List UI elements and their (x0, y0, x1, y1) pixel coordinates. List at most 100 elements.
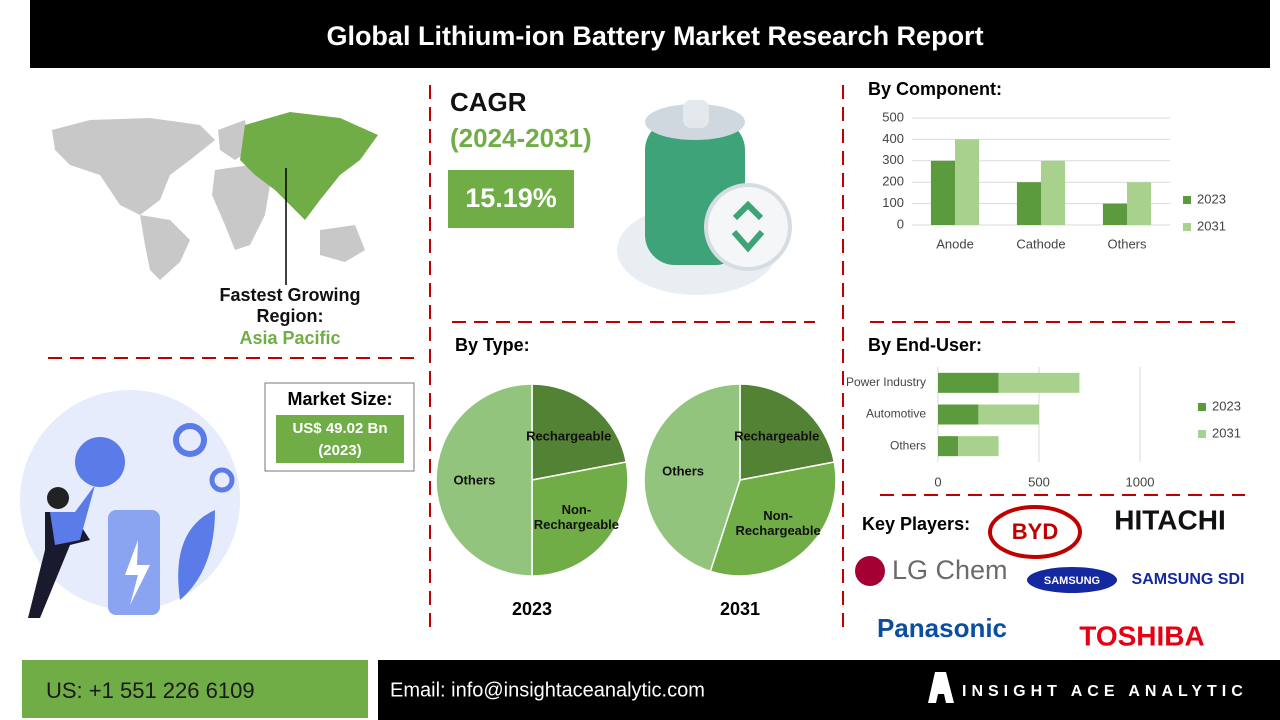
footer-email: Email: info@insightaceanalytic.com (390, 679, 705, 701)
pie-label: Others (453, 472, 496, 488)
y-tick-label: Power Industry (846, 375, 926, 389)
logo-samsung: SAMSUNG (1044, 575, 1100, 587)
pie-label: Non-Rechargeable (735, 508, 821, 539)
pie-slice (531, 383, 628, 481)
x-tick-label: 500 (1028, 474, 1050, 489)
pie-label: Rechargeable (526, 428, 612, 444)
pie-slice (531, 461, 629, 577)
bar (998, 372, 1080, 393)
world-map (52, 118, 365, 280)
chart-title: By Component: (868, 79, 1002, 99)
battery-terminal (683, 100, 709, 128)
bar (1127, 182, 1152, 225)
recycle-circle (75, 437, 125, 487)
header-bar (30, 0, 1270, 68)
legend-label: 2031 (1212, 425, 1241, 440)
legend-swatch (1198, 403, 1206, 411)
x-tick-label: Anode (936, 236, 974, 251)
header-title: Global Lithium-ion Battery Market Resear… (326, 21, 983, 51)
lg-mark (855, 556, 885, 586)
key-players-label: Key Players: (862, 514, 970, 534)
pie-title: 2031 (720, 599, 760, 619)
chart-title: By End-User: (868, 335, 982, 355)
y-tick-label: 100 (882, 195, 904, 210)
pie-label: Non-Rechargeable (533, 501, 619, 532)
battery-illustration (617, 100, 792, 295)
pie-slice (435, 383, 533, 577)
region-value: Asia Pacific (239, 328, 341, 348)
type-section-title: By Type: (455, 335, 530, 355)
y-tick-label: 200 (882, 174, 904, 189)
leaf (178, 510, 215, 600)
bar (958, 436, 999, 457)
footer-phone-box (22, 660, 368, 718)
logo-samsung-sdi: SAMSUNG SDI (1132, 571, 1245, 588)
person-head (47, 487, 69, 509)
bar (1102, 203, 1127, 225)
person-illustration (20, 390, 240, 618)
map-australia (320, 225, 365, 262)
legend-swatch (1183, 223, 1191, 231)
cagr-box (448, 170, 574, 228)
gear (209, 467, 235, 493)
pie-slice (643, 383, 741, 573)
recycle-icon (731, 200, 765, 253)
bar (938, 404, 979, 425)
map-north-america (52, 118, 215, 215)
logo-panasonic: Panasonic (877, 613, 1007, 643)
bar (1016, 182, 1041, 225)
y-tick-label: 0 (897, 216, 904, 231)
recycle-badge (704, 183, 792, 271)
logo-toshiba: TOSHIBA (1079, 620, 1205, 651)
cagr-label: CAGR (450, 87, 527, 117)
bolt (125, 540, 150, 605)
market-size-value: US$ 49.02 Bn (292, 420, 387, 437)
legend-swatch (1183, 196, 1191, 204)
pie-label: Rechargeable (734, 428, 820, 444)
gear (173, 423, 207, 457)
logo-lg: LG Chem (892, 555, 1008, 585)
pie-label: Others (662, 463, 705, 479)
region-label: Fastest Growing Region: (219, 285, 361, 326)
y-tick-label: 400 (882, 131, 904, 146)
logo-hitachi: HITACHI (1114, 504, 1225, 535)
y-tick-label: Automotive (866, 407, 926, 421)
footer-contact-box (378, 660, 1280, 720)
samsung-ellipse (1027, 567, 1117, 593)
legend-swatch (1198, 430, 1206, 438)
bar (930, 160, 955, 225)
logo-byd: BYD (1012, 519, 1058, 544)
legend-label: 2023 (1212, 398, 1241, 413)
footer-brand: INSIGHT ACE ANALYTIC (962, 683, 1248, 700)
x-tick-label: 1000 (1126, 474, 1155, 489)
separators (48, 85, 1245, 628)
pie-slice (739, 383, 836, 481)
y-tick-label: 500 (882, 109, 904, 124)
bar (955, 139, 980, 225)
map-asia-pacific (240, 112, 378, 220)
brand-logo (928, 672, 954, 703)
person-shirt (50, 485, 95, 545)
legend-label: 2023 (1197, 191, 1226, 206)
cagr-period: (2024-2031) (450, 123, 592, 153)
footer-phone: US: +1 551 226 6109 (46, 678, 255, 703)
x-tick-label: 0 (934, 474, 941, 489)
bar (1041, 160, 1066, 225)
legend-label: 2031 (1197, 218, 1226, 233)
y-tick-label: 300 (882, 152, 904, 167)
bar (938, 372, 999, 393)
map-africa (212, 165, 270, 250)
map-south-america (140, 215, 190, 280)
market-size-year: (2023) (318, 442, 361, 459)
y-tick-label: Others (890, 438, 926, 452)
x-tick-label: Others (1107, 236, 1147, 251)
market-size-label: Market Size: (287, 389, 392, 409)
bar (938, 436, 959, 457)
byd-ellipse (988, 505, 1082, 559)
market-size-value-box (276, 415, 404, 463)
bar (978, 404, 1039, 425)
pie-slice (709, 461, 837, 577)
x-tick-label: Cathode (1016, 236, 1065, 251)
